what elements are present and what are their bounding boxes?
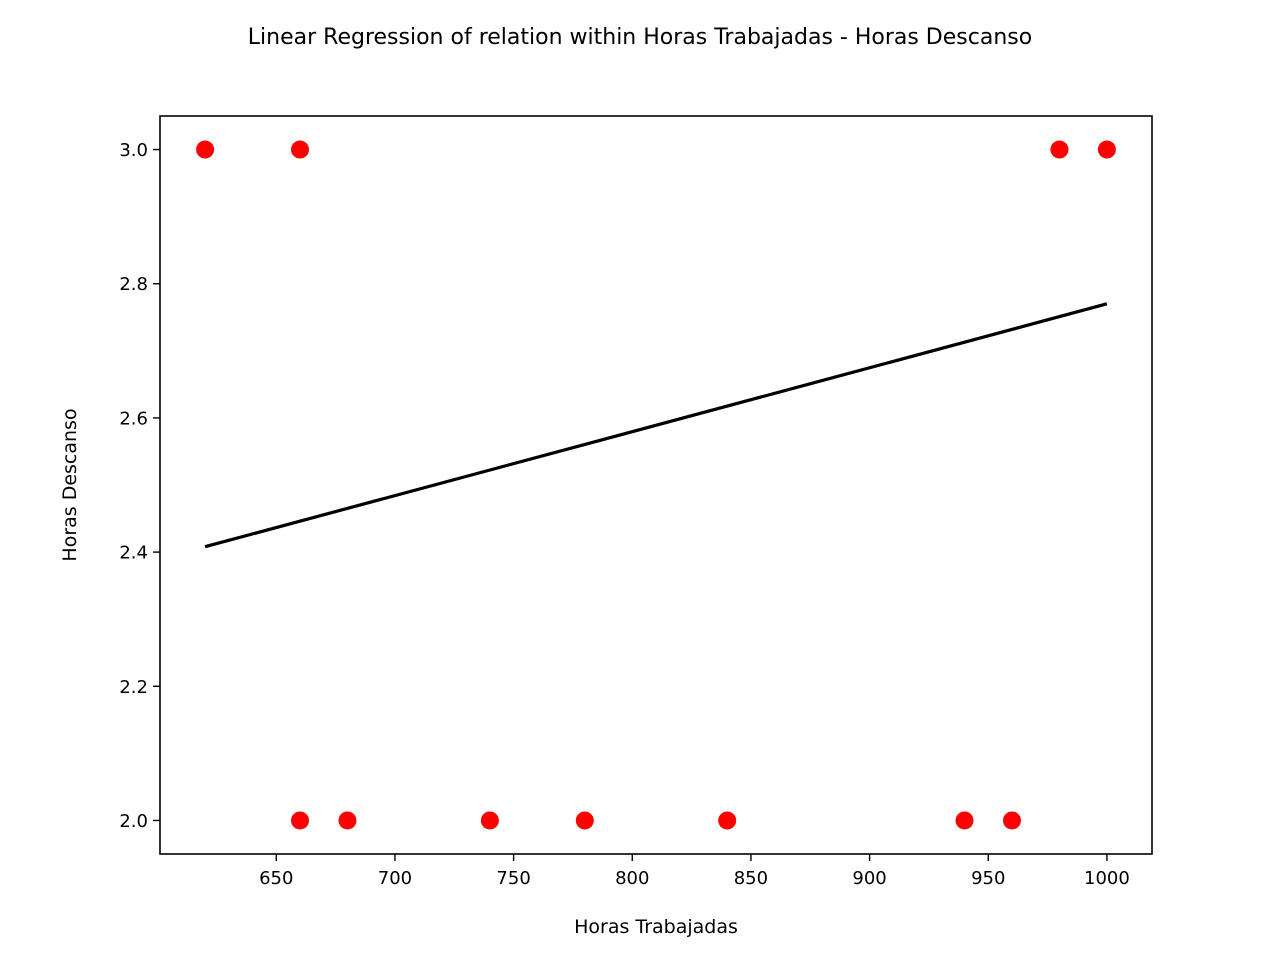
data-point: [1050, 140, 1069, 159]
data-point: [338, 811, 357, 830]
data-point: [291, 811, 310, 830]
regression-line: [204, 302, 1108, 549]
x-tick-label: 800: [615, 868, 649, 889]
x-tick-label: 700: [378, 868, 412, 889]
y-tick-label: 2.8: [119, 274, 148, 295]
x-tick-label: 900: [852, 868, 886, 889]
data-point: [718, 811, 737, 830]
x-axis: 650 700 750 800 850 900 950 1000: [259, 854, 1130, 889]
x-axis-label: Horas Trabajadas: [574, 916, 738, 938]
chart-title: Linear Regression of relation within Hor…: [248, 25, 1032, 50]
x-tick-label: 750: [496, 868, 530, 889]
plot-area: [196, 140, 1116, 830]
data-point: [480, 811, 499, 830]
x-tick-label: 850: [734, 868, 768, 889]
x-tick-label: 950: [971, 868, 1005, 889]
y-tick-label: 2.4: [119, 543, 148, 564]
data-point: [1002, 811, 1021, 830]
x-tick-label: 1000: [1084, 868, 1130, 889]
data-point: [196, 140, 215, 159]
y-tick-label: 2.6: [119, 408, 148, 429]
data-point: [291, 140, 310, 159]
y-axis: 2.0 2.2 2.4 2.6 2.8 3.0: [119, 140, 160, 832]
plot-frame: [159, 115, 1153, 855]
y-tick-label: 2.0: [119, 811, 148, 832]
data-point: [575, 811, 594, 830]
data-point: [1097, 140, 1116, 159]
data-point: [955, 811, 974, 830]
x-tick-label: 650: [259, 868, 293, 889]
y-axis-label: Horas Descanso: [59, 408, 81, 561]
y-tick-label: 3.0: [119, 140, 148, 161]
y-tick-label: 2.2: [119, 677, 148, 698]
